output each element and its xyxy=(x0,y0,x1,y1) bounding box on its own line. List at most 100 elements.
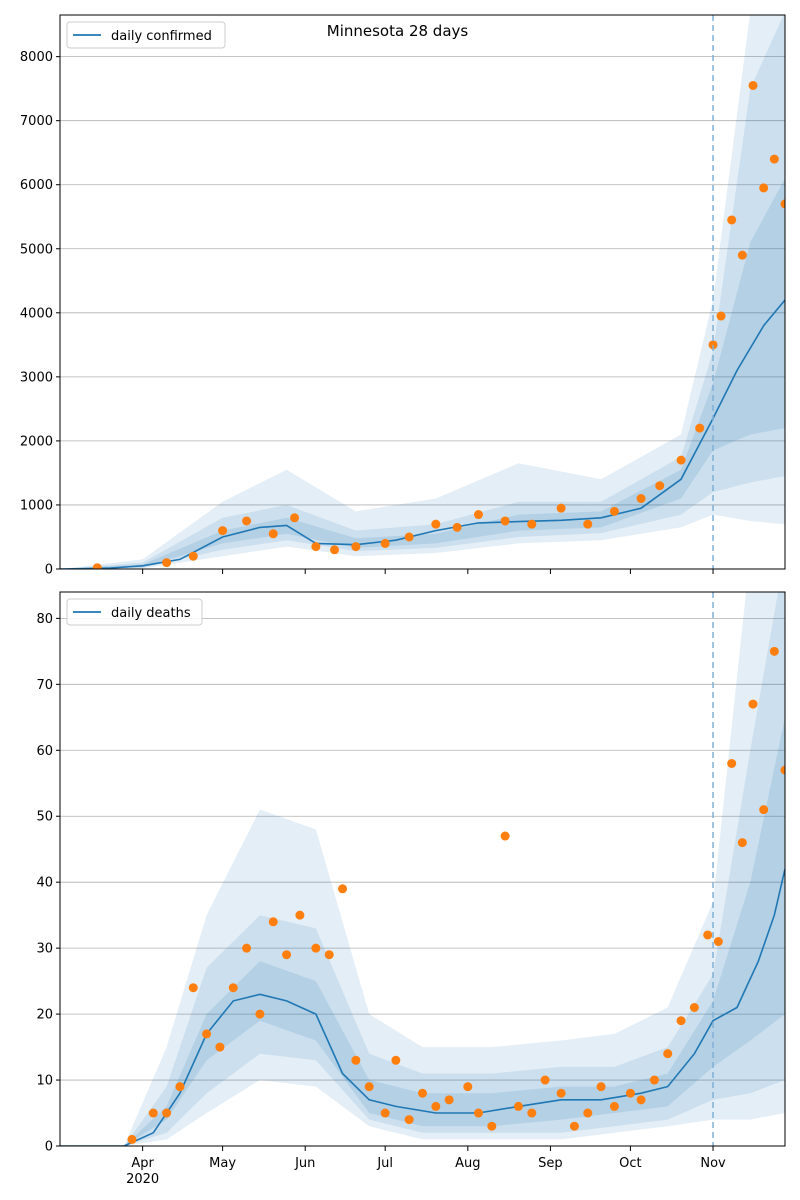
deaths-middle-band xyxy=(60,592,785,1146)
confirmed-data-point xyxy=(162,558,172,568)
confirmed-data-point xyxy=(92,563,102,569)
confirmed-y-tick-label: 8000 xyxy=(20,50,53,65)
confirmed-data-point xyxy=(330,545,340,555)
confirmed-data-point xyxy=(473,510,483,520)
deaths-x-tick-label: Sep xyxy=(538,1156,563,1171)
confirmed-data-point xyxy=(727,215,737,225)
deaths-data-point xyxy=(255,1009,265,1019)
confirmed-y-tick-label: 1000 xyxy=(20,498,53,513)
deaths-data-point xyxy=(569,1121,579,1131)
deaths-data-point xyxy=(609,1101,619,1111)
confirmed-data-point xyxy=(404,532,414,542)
deaths-data-point xyxy=(228,983,238,993)
deaths-x-tick-label: Jul xyxy=(376,1156,393,1171)
deaths-data-point xyxy=(364,1082,374,1092)
deaths-x-tick-label: Jun xyxy=(294,1156,315,1171)
confirmed-data-point xyxy=(242,516,252,526)
deaths-legend-label: daily deaths xyxy=(111,606,191,621)
deaths-data-point xyxy=(188,983,198,993)
deaths-data-point xyxy=(759,805,769,815)
deaths-data-point xyxy=(324,950,334,960)
deaths-data-point xyxy=(473,1108,483,1118)
deaths-data-point xyxy=(391,1055,401,1065)
deaths-y-tick-label: 60 xyxy=(36,744,53,759)
deaths-data-point xyxy=(596,1082,606,1092)
confirmed-y-tick-label: 5000 xyxy=(20,242,53,257)
confirmed-data-point xyxy=(527,519,537,529)
deaths-data-point xyxy=(727,758,737,768)
deaths-plot-area xyxy=(60,592,785,1146)
confirmed-data-point xyxy=(188,551,198,561)
confirmed-legend-label: daily confirmed xyxy=(111,29,212,44)
deaths-y-tick-label: 80 xyxy=(36,612,53,627)
deaths-y-tick-label: 10 xyxy=(36,1074,53,1089)
confirmed-outer-band xyxy=(60,15,785,569)
deaths-y-tick-label: 70 xyxy=(36,678,53,693)
deaths-data-point xyxy=(127,1134,137,1144)
confirmed-data-point xyxy=(218,526,228,536)
confirmed-data-point xyxy=(716,311,726,321)
deaths-data-point xyxy=(162,1108,172,1118)
confirmed-data-point xyxy=(655,481,665,491)
deaths-data-point xyxy=(202,1029,212,1039)
deaths-data-point xyxy=(780,765,785,775)
confirmed-data-point xyxy=(780,199,785,209)
deaths-data-point xyxy=(769,646,779,656)
confirmed-legend: daily confirmed xyxy=(66,21,226,49)
confirmed-data-point xyxy=(268,529,278,539)
deaths-plot-frame xyxy=(59,591,786,1147)
deaths-data-point xyxy=(311,943,321,953)
confirmed-data-point xyxy=(769,154,779,164)
deaths-data-point xyxy=(444,1095,454,1105)
confirmed-data-point xyxy=(583,519,593,529)
deaths-legend-box xyxy=(66,598,203,626)
deaths-y-tick-label: 0 xyxy=(45,1140,53,1155)
deaths-data-point xyxy=(636,1095,646,1105)
deaths-data-point xyxy=(513,1101,523,1111)
confirmed-plot-area xyxy=(60,15,785,569)
deaths-data-point xyxy=(500,831,510,841)
confirmed-legend-box xyxy=(66,21,226,49)
confirmed-y-tick-label: 7000 xyxy=(20,114,53,129)
deaths-data-point xyxy=(418,1088,427,1098)
confirmed-plot-frame xyxy=(59,14,786,570)
deaths-y-tick-label: 40 xyxy=(36,876,53,891)
confirmed-data-point xyxy=(695,423,705,433)
deaths-data-point xyxy=(295,910,305,920)
deaths-data-point xyxy=(404,1115,414,1125)
deaths-data-point xyxy=(351,1055,361,1065)
confirmed-y-tick-label: 3000 xyxy=(20,370,53,385)
confirmed-data-point xyxy=(380,538,390,548)
confirmed-data-point xyxy=(351,542,361,552)
confirmed-data-point xyxy=(636,494,646,504)
deaths-data-point xyxy=(556,1088,566,1098)
confirmed-data-point xyxy=(311,542,321,552)
deaths-data-point xyxy=(242,943,252,953)
deaths-x-tick-year: 2020 xyxy=(126,1172,159,1187)
confirmed-y-tick-label: 4000 xyxy=(20,306,53,321)
deaths-data-point xyxy=(625,1088,635,1098)
deaths-data-point xyxy=(487,1121,497,1131)
deaths-data-point xyxy=(540,1075,550,1085)
deaths-data-point xyxy=(689,1003,699,1012)
deaths-x-tick-label: Nov xyxy=(700,1156,726,1171)
confirmed-y-tick-label: 2000 xyxy=(20,434,53,449)
confirmed-chart-panel: 0 1000 2000 3000 4000 5000 6000 7000 8000 Minneso… xyxy=(20,14,786,578)
deaths-data-point xyxy=(703,930,713,940)
deaths-data-point xyxy=(431,1101,441,1111)
confirmed-chart-title: Minnesota 28 days xyxy=(327,22,469,40)
deaths-data-point xyxy=(380,1108,390,1118)
deaths-outer-band xyxy=(60,592,785,1146)
deaths-data-point xyxy=(748,699,758,709)
deaths-legend: daily deaths xyxy=(66,598,203,626)
confirmed-plot-background xyxy=(60,15,785,569)
deaths-data-point xyxy=(676,1016,686,1026)
confirmed-data-point xyxy=(676,455,686,465)
deaths-data-point xyxy=(463,1082,473,1092)
deaths-y-tick-label: 30 xyxy=(36,942,53,957)
deaths-y-tick-label: 20 xyxy=(36,1008,53,1023)
deaths-data-point xyxy=(282,950,292,960)
deaths-data-point xyxy=(737,838,747,848)
deaths-x-tick-label: Aug xyxy=(455,1156,480,1171)
